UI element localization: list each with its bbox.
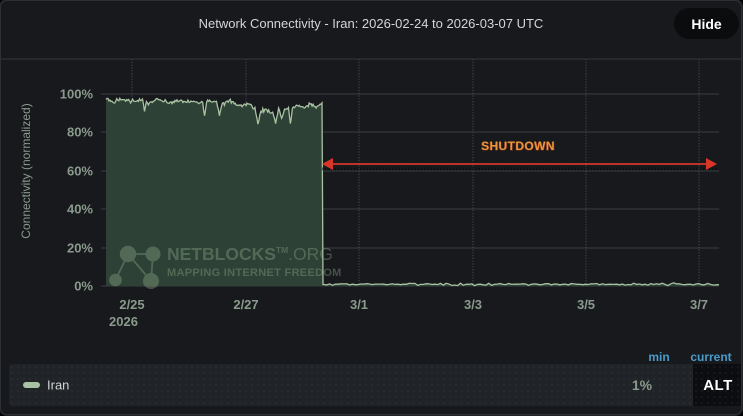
svg-text:MAPPING INTERNET FREEDOM: MAPPING INTERNET FREEDOM bbox=[167, 267, 342, 279]
svg-text:NETBLOCKSTM.ORG: NETBLOCKSTM.ORG bbox=[167, 244, 333, 264]
